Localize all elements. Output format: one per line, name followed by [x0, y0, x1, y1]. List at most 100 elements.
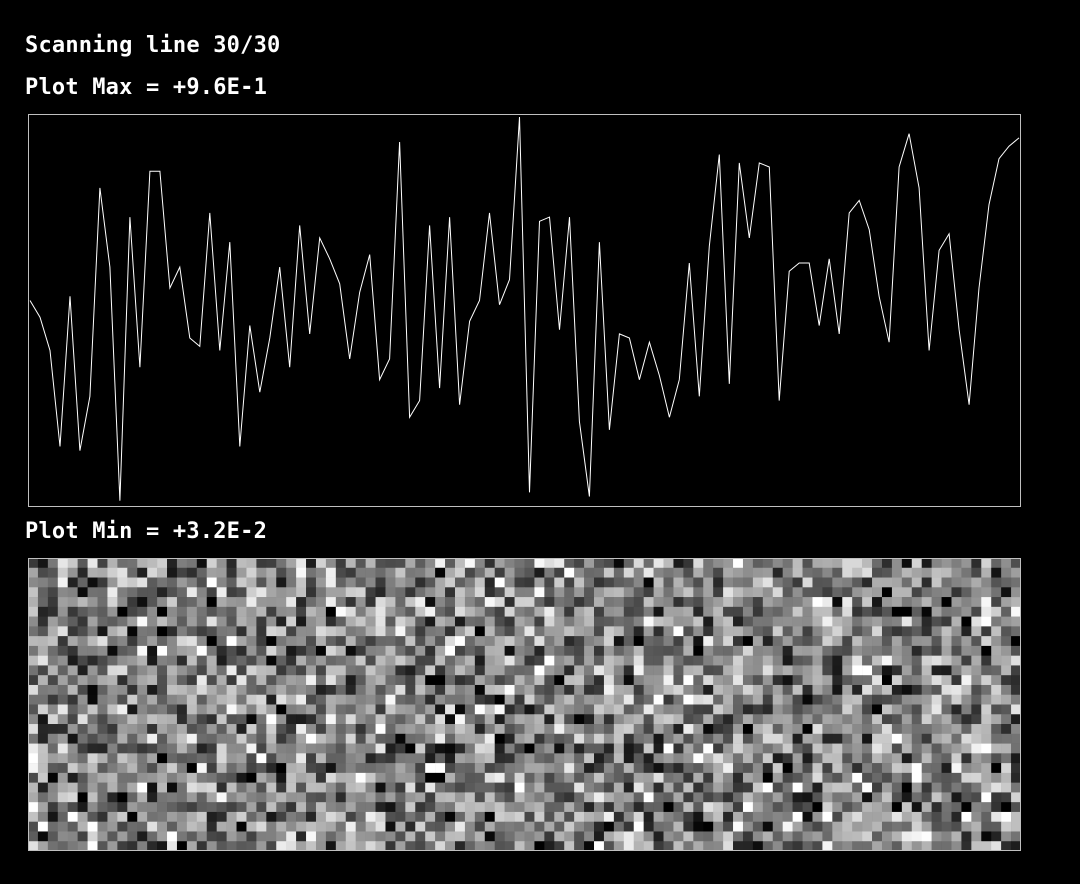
heatmap-cell: [57, 665, 69, 676]
heatmap-cell: [891, 733, 903, 744]
heatmap-cell: [584, 567, 595, 578]
heatmap-cell: [425, 753, 436, 764]
heatmap-cell: [891, 811, 903, 822]
heatmap-cell: [1011, 733, 1021, 744]
heatmap-cell: [246, 645, 257, 656]
heatmap-cell: [971, 811, 982, 822]
heatmap-cell: [971, 743, 982, 754]
heatmap-cell: [296, 782, 307, 793]
heatmap-cell: [395, 743, 406, 754]
heatmap-cell: [425, 821, 436, 832]
heatmap-cell: [663, 616, 674, 627]
heatmap-cell: [961, 763, 972, 774]
heatmap-cell: [742, 675, 754, 686]
heatmap-cell: [832, 743, 843, 754]
heatmap-cell: [375, 684, 386, 696]
heatmap-cell: [742, 694, 754, 705]
heatmap-cell: [613, 684, 625, 696]
heatmap-cell: [762, 577, 774, 588]
heatmap-cell: [97, 782, 108, 793]
heatmap-cell: [87, 626, 98, 637]
heatmap-cell: [683, 792, 694, 803]
heatmap-cell: [345, 567, 356, 578]
heatmap-cell: [365, 841, 376, 851]
heatmap-cell: [981, 733, 992, 744]
heatmap-cell: [355, 567, 366, 578]
heatmap-cell: [137, 704, 148, 715]
heatmap-cell: [901, 714, 913, 725]
heatmap-cell: [1001, 636, 1012, 647]
heatmap-cell: [196, 636, 208, 647]
heatmap-cell: [901, 587, 913, 598]
heatmap-cell: [97, 675, 108, 686]
heatmap-cell: [355, 831, 366, 842]
heatmap-cell: [226, 645, 237, 656]
heatmap-cell: [623, 606, 635, 617]
heatmap-cell: [445, 753, 456, 764]
heatmap-cell: [325, 753, 337, 764]
heatmap-cell: [574, 655, 585, 666]
heatmap-cell: [822, 811, 833, 822]
heatmap-cell: [335, 675, 347, 686]
heatmap-cell: [752, 597, 764, 608]
heatmap-cell: [57, 841, 69, 851]
heatmap-cell: [594, 675, 605, 686]
heatmap-cell: [911, 792, 922, 803]
heatmap-cell: [832, 831, 843, 842]
heatmap-cell: [613, 665, 625, 676]
heatmap-cell: [524, 704, 535, 715]
heatmap-cell: [991, 802, 1002, 813]
heatmap-cell: [157, 577, 168, 588]
heatmap-cell: [772, 831, 783, 842]
heatmap-cell: [385, 684, 396, 696]
heatmap-cell: [137, 675, 148, 686]
heatmap-cell: [653, 782, 664, 793]
heatmap-cell: [445, 831, 456, 842]
heatmap-cell: [375, 782, 386, 793]
heatmap-cell: [772, 782, 783, 793]
heatmap-cell: [703, 792, 714, 803]
heatmap-cell: [246, 704, 257, 715]
heatmap-cell: [454, 841, 466, 851]
heatmap-cell: [494, 567, 505, 578]
heatmap-cell: [802, 626, 813, 637]
heatmap-cell: [971, 704, 982, 715]
heatmap-cell: [484, 567, 496, 578]
heatmap-cell: [117, 597, 128, 608]
heatmap-cell: [663, 704, 674, 715]
heatmap-cell: [385, 567, 396, 578]
heatmap-cell: [306, 694, 317, 705]
heatmap-cell: [991, 792, 1002, 803]
heatmap-cell: [921, 763, 932, 774]
heatmap-cell: [613, 763, 625, 774]
heatmap-cell: [603, 626, 615, 637]
heatmap-cell: [991, 567, 1002, 578]
heatmap-cell: [147, 743, 158, 754]
heatmap-cell: [256, 724, 267, 735]
heatmap-cell: [405, 587, 416, 598]
heatmap-cell: [276, 694, 287, 705]
heatmap-cell: [891, 684, 903, 696]
heatmap-cell: [663, 567, 674, 578]
heatmap-cell: [236, 577, 247, 588]
heatmap-cell: [574, 821, 585, 832]
heatmap-cell: [97, 802, 108, 813]
heatmap-cell: [564, 802, 575, 813]
heatmap-cell: [325, 558, 337, 569]
heatmap-cell: [772, 626, 783, 637]
heatmap-cell: [782, 626, 793, 637]
heatmap-cell: [733, 577, 744, 588]
heatmap-cell: [77, 684, 88, 696]
heatmap-cell: [454, 704, 466, 715]
heatmap-cell: [574, 694, 585, 705]
heatmap-cell: [474, 567, 486, 578]
heatmap-cell: [176, 636, 188, 647]
heatmap-cell: [306, 802, 317, 813]
heatmap-cell: [742, 616, 754, 627]
heatmap-cell: [961, 655, 972, 666]
heatmap-cell: [564, 733, 575, 744]
heatmap-cell: [296, 577, 307, 588]
heatmap-cell: [206, 597, 217, 608]
heatmap-cell: [296, 626, 307, 637]
heatmap-cell: [266, 684, 277, 696]
